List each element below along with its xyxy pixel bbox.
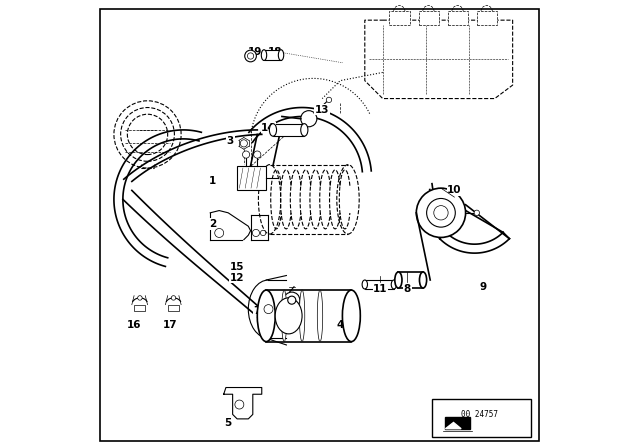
Ellipse shape <box>278 50 284 60</box>
Circle shape <box>434 206 448 220</box>
Circle shape <box>138 296 142 300</box>
Circle shape <box>127 114 168 155</box>
Text: 4: 4 <box>337 320 344 330</box>
Ellipse shape <box>261 50 267 60</box>
Text: 10: 10 <box>447 185 461 195</box>
Ellipse shape <box>391 280 397 289</box>
Polygon shape <box>445 417 470 429</box>
Text: 9: 9 <box>480 282 487 292</box>
Circle shape <box>288 296 296 304</box>
Ellipse shape <box>257 290 275 342</box>
Text: 2: 2 <box>209 219 216 229</box>
Circle shape <box>252 229 260 237</box>
Circle shape <box>235 400 244 409</box>
Circle shape <box>244 50 257 62</box>
Ellipse shape <box>269 124 276 136</box>
Ellipse shape <box>419 272 427 288</box>
Bar <box>419 11 439 25</box>
Circle shape <box>240 140 248 147</box>
Ellipse shape <box>259 165 281 234</box>
Bar <box>432 399 531 437</box>
Bar <box>266 290 351 342</box>
Polygon shape <box>224 388 262 419</box>
Circle shape <box>427 198 455 227</box>
Bar <box>237 166 266 190</box>
Text: 11: 11 <box>373 284 388 294</box>
Ellipse shape <box>275 298 302 334</box>
Text: 8: 8 <box>404 284 411 294</box>
Text: 13: 13 <box>315 105 330 115</box>
Text: 14: 14 <box>261 123 276 133</box>
Circle shape <box>284 292 300 308</box>
Circle shape <box>121 108 174 161</box>
Polygon shape <box>365 20 513 99</box>
Ellipse shape <box>317 290 323 342</box>
Text: 7: 7 <box>253 306 261 316</box>
Bar <box>264 50 281 60</box>
Circle shape <box>301 111 317 127</box>
Ellipse shape <box>300 290 305 342</box>
Circle shape <box>326 97 332 103</box>
Ellipse shape <box>362 280 367 289</box>
Circle shape <box>253 151 261 158</box>
Circle shape <box>474 210 479 215</box>
Ellipse shape <box>342 290 360 342</box>
Circle shape <box>215 228 224 237</box>
Circle shape <box>417 188 466 237</box>
Text: 18: 18 <box>268 47 282 56</box>
Circle shape <box>260 230 266 236</box>
Text: 00 24757: 00 24757 <box>461 410 497 419</box>
Bar <box>168 305 179 311</box>
Bar <box>398 272 423 288</box>
Circle shape <box>114 101 181 168</box>
Polygon shape <box>445 422 461 429</box>
Text: 16: 16 <box>127 320 141 330</box>
Text: 3: 3 <box>227 136 234 146</box>
Bar <box>365 280 394 289</box>
Bar <box>389 11 410 25</box>
Bar <box>448 11 468 25</box>
Text: 15: 15 <box>230 262 244 271</box>
Circle shape <box>243 151 250 158</box>
Circle shape <box>172 296 176 300</box>
Text: 5: 5 <box>225 418 232 428</box>
Circle shape <box>264 305 273 314</box>
Ellipse shape <box>282 290 287 342</box>
Bar <box>134 305 145 311</box>
Text: 17: 17 <box>163 320 177 330</box>
Ellipse shape <box>301 124 308 136</box>
Bar <box>273 124 305 136</box>
Text: 6: 6 <box>292 300 299 310</box>
Circle shape <box>248 53 253 59</box>
Text: 12: 12 <box>230 273 244 283</box>
Text: 19: 19 <box>248 47 262 56</box>
Bar <box>477 11 497 25</box>
Text: 1: 1 <box>209 177 216 186</box>
Ellipse shape <box>337 165 359 234</box>
Ellipse shape <box>395 272 402 288</box>
